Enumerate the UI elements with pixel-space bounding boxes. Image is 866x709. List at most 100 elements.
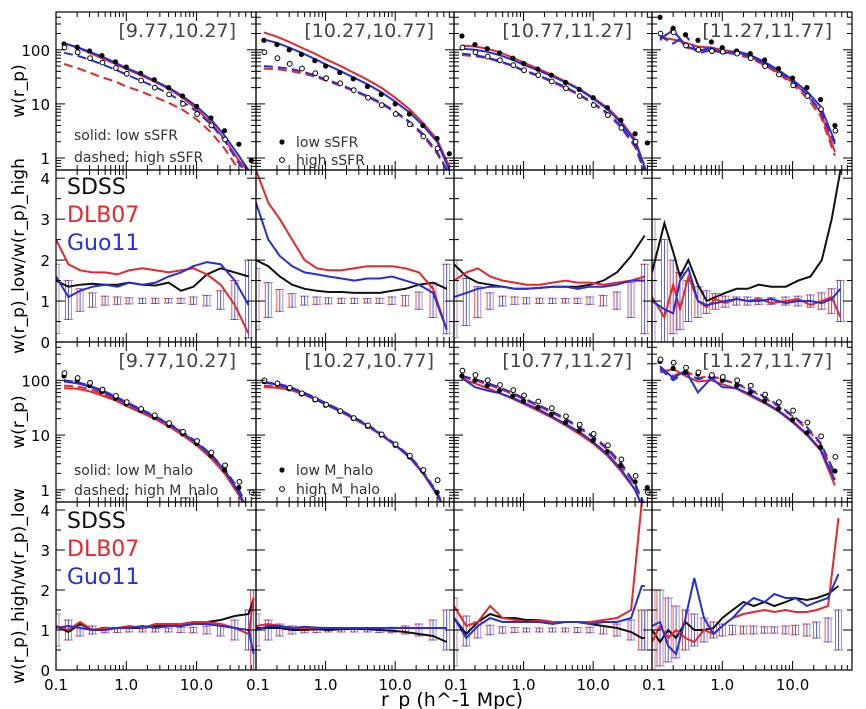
sdss-ratio-line	[56, 267, 249, 292]
guo11-low-line	[263, 381, 443, 502]
sdss-high-point	[392, 441, 399, 448]
dlb07-high-line	[461, 376, 644, 502]
sdss-low-point	[590, 95, 596, 101]
sdss-high-point	[151, 84, 158, 91]
x-tick-label: 0.1	[642, 676, 666, 694]
sdss-high-point	[323, 75, 329, 81]
y-tick-label: 2	[40, 582, 50, 600]
sdss-low-point	[535, 404, 541, 410]
sdss-high-point	[286, 60, 293, 67]
legend-filled-marker	[279, 467, 285, 473]
sdss-low-point	[496, 50, 503, 56]
guo11-low-line	[461, 47, 647, 170]
sdss-high-point	[459, 44, 466, 51]
x-tick-label: 0.1	[44, 676, 68, 694]
legend-solid-label: solid: low sSFR	[74, 128, 178, 144]
sdss-high-point	[99, 386, 106, 393]
sdss-high-point	[818, 106, 824, 113]
sdss-high-point	[747, 55, 754, 62]
sdss-low-point	[747, 51, 753, 57]
dlb07-low-line	[461, 44, 647, 170]
sdss-low-point	[298, 51, 305, 58]
guo11-ratio-line	[652, 573, 840, 656]
sdss-low-point	[151, 77, 157, 83]
sdss-high-point	[208, 122, 215, 129]
sdss-low-point	[817, 444, 824, 450]
sdss-high-point	[484, 53, 491, 60]
sdss-low-point	[548, 411, 554, 417]
sdss-low-point	[708, 39, 715, 45]
panel-title: [10.27,10.77]	[304, 350, 434, 372]
y-tick-label: 100	[21, 372, 50, 390]
sdss-low-point	[261, 37, 267, 43]
guo11-high-line	[461, 375, 645, 502]
sdss-high-point	[74, 375, 81, 381]
sdss-high-point	[535, 398, 542, 405]
sdss-high-point	[180, 428, 186, 435]
sdss-low-point	[762, 398, 768, 404]
y-axis-label: w(r_p)_high/w(r_p)_low	[9, 488, 29, 684]
sdss-low-point	[434, 135, 440, 142]
guo11-low-line	[461, 377, 642, 502]
sdss-high-point	[734, 377, 741, 384]
legend-guo11-row4: Guo11	[67, 565, 139, 590]
sdss-high-point	[166, 420, 173, 427]
sdss-low-point	[364, 83, 371, 90]
sdss-low-point	[520, 60, 527, 67]
legend-solid-label: solid: low M_halo	[74, 463, 193, 479]
y-tick-label: 0	[40, 334, 50, 352]
sdss-low-point	[123, 64, 129, 70]
guo11-ratio-line	[256, 625, 447, 631]
sdss-high-point	[138, 406, 145, 412]
sdss-low-point	[632, 131, 638, 137]
sdss-low-point	[99, 53, 105, 59]
legend-filled-marker	[279, 139, 285, 145]
guo11-ratio-line	[652, 265, 842, 315]
sdss-low-point	[434, 489, 440, 495]
sdss-low-point	[484, 382, 490, 389]
legend-open-marker	[279, 157, 285, 163]
sdss-high-point	[274, 380, 281, 387]
guo11-ratio-line	[56, 261, 250, 306]
sdss-high-point	[261, 49, 268, 56]
sdss-high-point	[790, 82, 796, 89]
sdss-high-point	[497, 382, 503, 388]
sdss-high-point	[709, 48, 715, 54]
y-tick-label: 1	[40, 293, 50, 311]
panel-frame	[651, 501, 853, 671]
sdss-high-point	[392, 111, 399, 117]
sdss-high-point	[747, 382, 754, 389]
panel-title: [10.77,11.27]	[502, 20, 632, 42]
guo11-high-line	[659, 33, 836, 145]
sdss-ratio-line	[256, 259, 448, 294]
legend-dashed-label: dashed: high M_halo	[74, 483, 218, 499]
sdss-low-point	[236, 484, 242, 491]
sdss-high-point	[151, 412, 158, 419]
sdss-high-point	[61, 370, 68, 377]
sdss-low-point	[789, 75, 796, 81]
sdss-low-point	[604, 105, 610, 111]
sdss-low-point	[657, 14, 663, 20]
x-tick-label: 1.0	[314, 676, 338, 694]
y-tick-label: 10	[31, 96, 50, 114]
sdss-low-point	[86, 48, 93, 54]
sdss-low-point	[337, 69, 343, 76]
sdss-high-point	[123, 399, 130, 405]
sdss-low-point	[459, 33, 465, 39]
sdss-ratio-line	[652, 585, 840, 644]
dlb07-high-line	[461, 54, 645, 170]
panel-title: [11.27,11.77]	[702, 20, 832, 42]
guo11-ratio-line	[454, 279, 645, 298]
sdss-high-point	[472, 49, 479, 56]
sdss-high-point	[719, 374, 726, 380]
sdss-high-point	[138, 77, 145, 84]
sdss-high-point	[604, 112, 611, 119]
sdss-high-point	[378, 431, 385, 438]
sdss-high-point	[683, 364, 689, 371]
sdss-high-point	[832, 453, 839, 460]
sdss-high-point	[776, 71, 782, 78]
legend-high-label: high M_halo	[296, 482, 380, 498]
legend-dlb07-row4: DLB07	[67, 537, 139, 562]
sdss-high-point	[604, 442, 611, 449]
sdss-high-point	[299, 65, 305, 72]
